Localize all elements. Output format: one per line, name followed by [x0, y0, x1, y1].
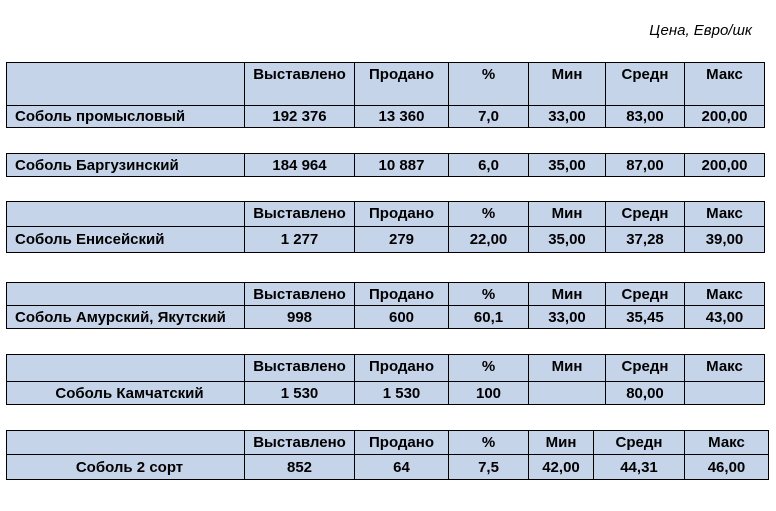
cell-min: 33,00 — [528, 305, 606, 329]
row-name: Соболь Камчатский — [6, 381, 245, 405]
header-prodano: Продано — [354, 282, 449, 306]
header-maks: Макс — [684, 430, 769, 455]
table-header-row: Выставлено Продано % Мин Средн Макс — [6, 201, 765, 227]
header-min: Мин — [528, 282, 606, 306]
cell-min: 35,00 — [528, 153, 606, 177]
header-maks: Макс — [684, 282, 765, 306]
cell-vystavleno: 998 — [244, 305, 355, 329]
table-sobol-2-sort: Выставлено Продано % Мин Средн Макс Собо… — [6, 430, 769, 480]
table-row: Соболь Баргузинский 184 964 10 887 6,0 3… — [6, 153, 765, 177]
header-percent: % — [448, 282, 529, 306]
cell-percent: 22,00 — [448, 226, 529, 253]
cell-maks: 43,00 — [684, 305, 765, 329]
header-vystavleno: Выставлено — [244, 430, 355, 455]
cell-sredn: 35,45 — [605, 305, 685, 329]
cell-sredn: 80,00 — [605, 381, 685, 405]
table-row: Соболь 2 сорт 852 64 7,5 42,00 44,31 46,… — [6, 454, 769, 480]
header-vystavleno: Выставлено — [244, 62, 355, 106]
header-percent: % — [448, 354, 529, 382]
header-blank — [6, 62, 245, 106]
cell-sredn: 83,00 — [605, 105, 685, 128]
header-sredn: Средн — [605, 62, 685, 106]
cell-percent: 6,0 — [448, 153, 529, 177]
header-min: Мин — [528, 430, 594, 455]
cell-prodano: 600 — [354, 305, 449, 329]
cell-vystavleno: 1 277 — [244, 226, 355, 253]
header-sredn: Средн — [605, 354, 685, 382]
table-header-row: Выставлено Продано % Мин Средн Макс — [6, 430, 769, 455]
header-maks: Макс — [684, 354, 765, 382]
price-unit-note: Цена, Евро/шк — [649, 22, 752, 39]
header-maks: Макс — [684, 201, 765, 227]
cell-min: 42,00 — [528, 454, 594, 480]
cell-prodano: 64 — [354, 454, 449, 480]
cell-prodano: 1 530 — [354, 381, 449, 405]
table-header-row: Выставлено Продано % Мин Средн Макс — [6, 282, 765, 306]
header-percent: % — [448, 62, 529, 106]
cell-percent: 100 — [448, 381, 529, 405]
header-vystavleno: Выставлено — [244, 282, 355, 306]
cell-prodano: 10 887 — [354, 153, 449, 177]
row-name: Соболь 2 сорт — [6, 454, 245, 480]
header-prodano: Продано — [354, 201, 449, 227]
row-name: Соболь промысловый — [6, 105, 245, 128]
header-percent: % — [448, 201, 529, 227]
cell-min: 35,00 — [528, 226, 606, 253]
cell-prodano: 13 360 — [354, 105, 449, 128]
cell-percent: 7,0 — [448, 105, 529, 128]
cell-vystavleno: 184 964 — [244, 153, 355, 177]
header-prodano: Продано — [354, 354, 449, 382]
cell-maks: 46,00 — [684, 454, 769, 480]
cell-sredn: 44,31 — [593, 454, 685, 480]
cell-percent: 7,5 — [448, 454, 529, 480]
header-percent: % — [448, 430, 529, 455]
header-min: Мин — [528, 354, 606, 382]
row-name: Соболь Баргузинский — [6, 153, 245, 177]
header-vystavleno: Выставлено — [244, 354, 355, 382]
cell-maks: 39,00 — [684, 226, 765, 253]
cell-percent: 60,1 — [448, 305, 529, 329]
header-blank — [6, 282, 245, 306]
header-blank — [6, 354, 245, 382]
cell-vystavleno: 192 376 — [244, 105, 355, 128]
header-sredn: Средн — [593, 430, 685, 455]
table-header-row: Выставлено Продано % Мин Средн Макс — [6, 62, 765, 106]
header-blank — [6, 201, 245, 227]
table-header-row: Выставлено Продано % Мин Средн Макс — [6, 354, 765, 382]
header-min: Мин — [528, 201, 606, 227]
table-row: Соболь промысловый 192 376 13 360 7,0 33… — [6, 105, 765, 128]
header-prodano: Продано — [354, 430, 449, 455]
cell-maks: 200,00 — [684, 153, 765, 177]
header-prodano: Продано — [354, 62, 449, 106]
table-sobol-amursky-yakutsky: Выставлено Продано % Мин Средн Макс Собо… — [6, 282, 765, 329]
cell-prodano: 279 — [354, 226, 449, 253]
header-sredn: Средн — [605, 201, 685, 227]
header-vystavleno: Выставлено — [244, 201, 355, 227]
header-maks: Макс — [684, 62, 765, 106]
row-name: Соболь Амурский, Якутский — [6, 305, 245, 329]
table-sobol-promyslovy: Выставлено Продано % Мин Средн Макс Собо… — [6, 62, 765, 128]
cell-min — [528, 381, 606, 405]
header-blank — [6, 430, 245, 455]
table-sobol-eniseisky: Выставлено Продано % Мин Средн Макс Собо… — [6, 201, 765, 253]
table-sobol-barguzinsky: Соболь Баргузинский 184 964 10 887 6,0 3… — [6, 153, 765, 177]
cell-vystavleno: 852 — [244, 454, 355, 480]
cell-sredn: 37,28 — [605, 226, 685, 253]
table-row: Соболь Амурский, Якутский 998 600 60,1 3… — [6, 305, 765, 329]
header-sredn: Средн — [605, 282, 685, 306]
cell-vystavleno: 1 530 — [244, 381, 355, 405]
cell-sredn: 87,00 — [605, 153, 685, 177]
row-name: Соболь Енисейский — [6, 226, 245, 253]
table-row: Соболь Енисейский 1 277 279 22,00 35,00 … — [6, 226, 765, 253]
header-min: Мин — [528, 62, 606, 106]
table-row: Соболь Камчатский 1 530 1 530 100 80,00 — [6, 381, 765, 405]
table-sobol-kamchatsky: Выставлено Продано % Мин Средн Макс Собо… — [6, 354, 765, 405]
cell-maks — [684, 381, 765, 405]
cell-min: 33,00 — [528, 105, 606, 128]
cell-maks: 200,00 — [684, 105, 765, 128]
